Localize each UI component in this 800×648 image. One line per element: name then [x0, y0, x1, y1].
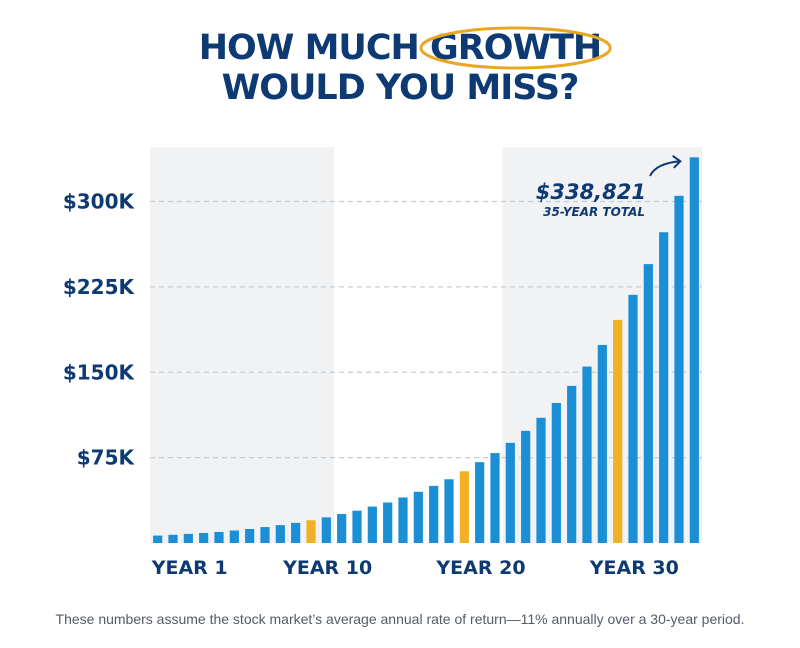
x-tick-label: YEAR 1: [151, 557, 228, 579]
bar: [444, 479, 454, 543]
bar: [275, 525, 285, 543]
footnote: These numbers assume the stock market’s …: [55, 611, 745, 627]
callout-arrowhead-icon: [672, 155, 682, 169]
bar: [429, 485, 439, 543]
bar: [567, 385, 577, 543]
bar: [367, 506, 377, 543]
bar: [505, 442, 515, 543]
bar: [168, 534, 178, 543]
callout-value: $338,821: [536, 180, 646, 204]
bar: [306, 520, 316, 543]
title-highlight-word: GROWTH: [419, 26, 612, 70]
bar: [214, 531, 224, 543]
bar: [459, 471, 469, 543]
bar: [597, 344, 607, 543]
bar: [398, 497, 408, 543]
bar: [674, 195, 684, 543]
bar: [536, 417, 546, 543]
bar: [490, 453, 500, 543]
bar: [551, 402, 561, 543]
y-tick-label: $300K: [63, 190, 136, 214]
bar: [321, 517, 331, 543]
bar: [352, 510, 362, 543]
bar: [291, 522, 301, 543]
bar: [183, 533, 193, 543]
callout-arrow: [649, 160, 681, 177]
bar: [153, 535, 163, 543]
title-line-2: WOULD YOU MISS?: [221, 68, 580, 108]
bar: [413, 491, 423, 543]
title-line-1-text: HOW MUCH: [198, 28, 431, 68]
bar: [260, 527, 270, 543]
bar: [582, 366, 592, 543]
y-tick-label: $225K: [63, 275, 136, 299]
bar: [628, 294, 638, 543]
bar: [521, 430, 531, 543]
bar: [245, 528, 255, 543]
bar: [613, 319, 623, 543]
y-tick-label: $150K: [63, 360, 136, 384]
title-line-1: HOW MUCH GROWTH: [0, 26, 800, 70]
bar: [689, 157, 699, 543]
bar: [659, 232, 669, 544]
x-tick-label: YEAR 10: [282, 557, 372, 579]
bar: [337, 513, 347, 543]
x-tick-label: YEAR 30: [589, 557, 679, 579]
bar: [229, 530, 239, 543]
callout-label: 35-YEAR TOTAL: [543, 205, 645, 219]
bar: [475, 462, 485, 543]
shaded-region: [150, 147, 334, 543]
bar: [383, 502, 393, 543]
x-tick-label: YEAR 20: [435, 557, 525, 579]
bar: [643, 264, 653, 543]
y-tick-label: $75K: [77, 446, 136, 470]
chart-title: HOW MUCH GROWTH WOULD YOU MISS?: [0, 26, 800, 108]
bar: [199, 532, 209, 543]
